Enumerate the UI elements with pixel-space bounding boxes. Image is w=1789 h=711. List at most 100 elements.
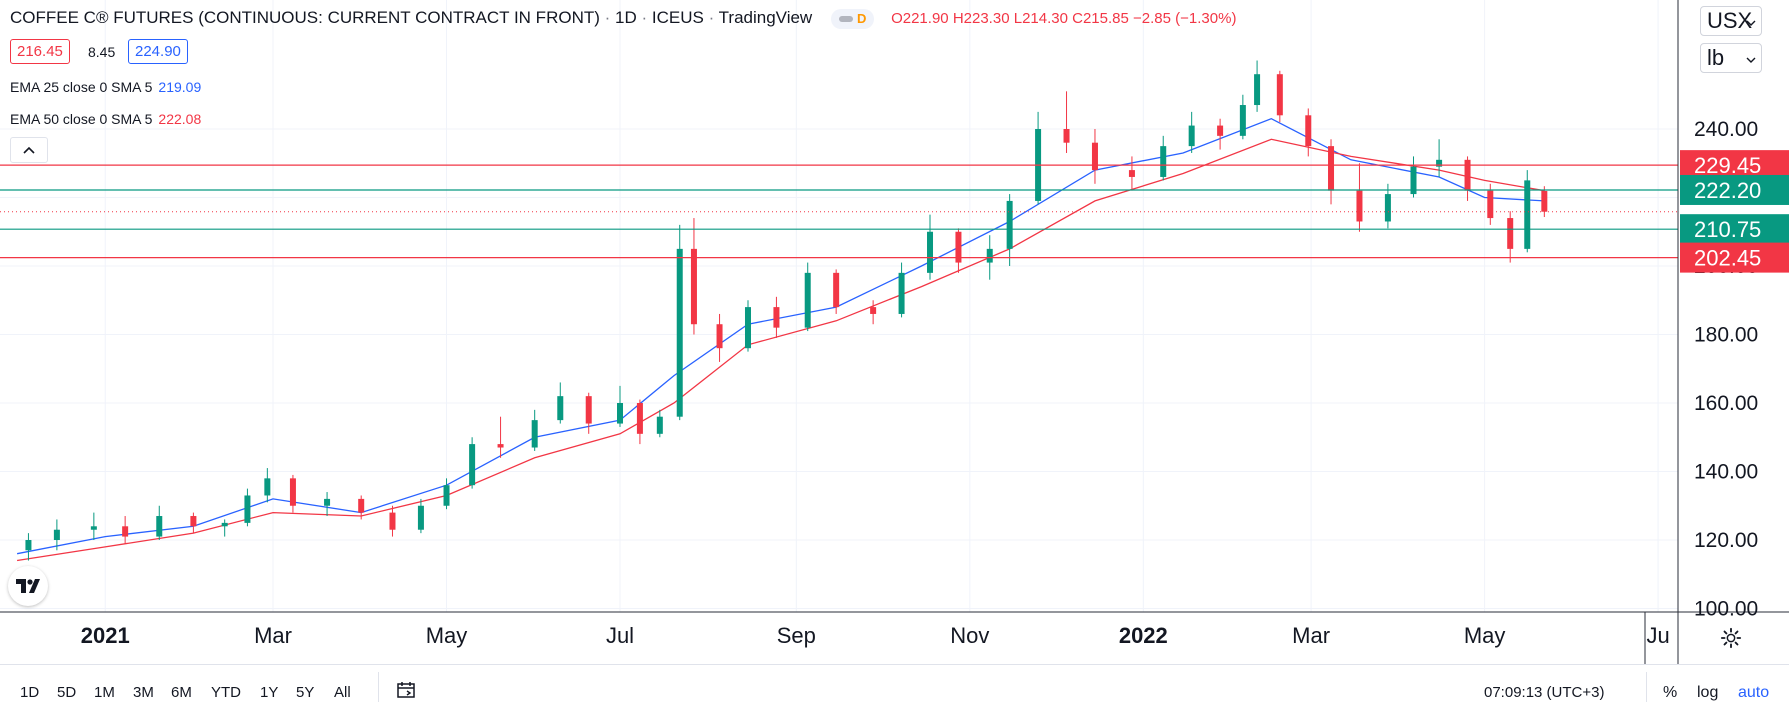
sell-price-button[interactable]: 216.45 <box>10 39 70 64</box>
timeframe-1y[interactable]: 1Y <box>260 684 279 701</box>
timeframe-ytd[interactable]: YTD <box>211 684 241 701</box>
candle-body <box>557 396 564 421</box>
candle-body <box>676 248 683 417</box>
change-value: −2.85 (−1.30%) <box>1133 10 1237 27</box>
candle-body <box>1507 218 1514 249</box>
candle-body <box>617 403 624 424</box>
market-closed-icon <box>838 15 853 22</box>
interval-label[interactable]: 1D <box>615 8 637 27</box>
candle-body <box>1436 159 1443 167</box>
level-price-label: 229.45 <box>1694 153 1761 178</box>
symbol-title[interactable]: COFFEE C® FUTURES (CONTINUOUS: CURRENT C… <box>10 8 600 27</box>
market-status-badge[interactable]: D <box>830 8 875 29</box>
auto-scale-toggle[interactable]: auto <box>1738 684 1770 701</box>
percent-scale-toggle[interactable]: % <box>1663 684 1678 701</box>
candle-body <box>1217 125 1224 136</box>
timeframe-5y[interactable]: 5Y <box>296 684 315 701</box>
candle-body <box>898 272 905 314</box>
log-scale-toggle[interactable]: log <box>1697 684 1719 701</box>
candle-body <box>1128 170 1135 177</box>
timeframe-all[interactable]: All <box>334 684 351 701</box>
collapse-legend-button[interactable] <box>10 137 48 163</box>
x-tick-label: Jul <box>606 623 634 648</box>
candle-body <box>324 498 331 506</box>
candle-body <box>955 231 962 263</box>
candle-body <box>156 516 163 537</box>
candle-body <box>1410 166 1417 195</box>
candle-body <box>1188 125 1195 147</box>
candle-body <box>497 444 504 448</box>
tradingview-logo-icon <box>16 579 40 593</box>
chevron-down-icon <box>1746 20 1756 26</box>
candle-body <box>1063 129 1070 143</box>
spread-value: 8.45 <box>88 44 116 60</box>
timeframe-5d[interactable]: 5D <box>57 684 77 701</box>
candle-body <box>1254 74 1261 106</box>
candle-body <box>443 485 450 506</box>
candle-body <box>53 529 60 540</box>
indicator-ema50[interactable]: EMA 50 close 0 SMA 5 222.08 <box>10 111 202 127</box>
candle-body <box>1160 146 1167 177</box>
candle-body <box>1328 146 1335 191</box>
candle-body <box>1541 190 1548 212</box>
candle-body <box>1239 105 1246 136</box>
timeframe-1m[interactable]: 1M <box>94 684 115 701</box>
timeframe-3m[interactable]: 3M <box>133 684 154 701</box>
toolbar-divider <box>1646 672 1647 702</box>
candle-body <box>90 526 97 530</box>
source-label: TradingView <box>718 8 813 27</box>
candle-body <box>1006 200 1013 249</box>
candle-body <box>804 272 811 328</box>
candle-body <box>1091 142 1098 171</box>
level-price-tag <box>1680 174 1789 205</box>
candle-body <box>656 416 663 434</box>
x-tick-label: Mar <box>1292 623 1330 648</box>
candle-body <box>1487 190 1494 219</box>
timeframe-1d[interactable]: 1D <box>20 684 40 701</box>
candle-body <box>221 522 228 527</box>
x-tick-label: 2021 <box>81 623 130 648</box>
candle-body <box>289 478 296 506</box>
candle-body <box>690 248 697 325</box>
settings-gear-icon[interactable] <box>1720 627 1742 649</box>
date-range-calendar-icon[interactable] <box>396 680 416 700</box>
candle-body <box>1384 194 1391 222</box>
candle-body <box>264 478 271 496</box>
candle-body <box>1464 159 1471 191</box>
candle-body <box>986 248 993 263</box>
ema50-line <box>17 138 1545 562</box>
x-tick-label: Sep <box>777 623 816 648</box>
candle-body <box>1276 74 1283 116</box>
candle-body <box>585 396 592 424</box>
y-tick-label: 100.00 <box>1694 598 1758 621</box>
y-tick-label: 160.00 <box>1694 392 1758 415</box>
candle-body <box>1305 115 1312 147</box>
level-price-label: 210.75 <box>1694 217 1761 242</box>
unit-select[interactable]: lb <box>1700 43 1762 73</box>
candle-body <box>1524 180 1531 249</box>
indicator-ema25[interactable]: EMA 25 close 0 SMA 5 219.09 <box>10 79 202 95</box>
chevron-up-icon <box>23 146 35 154</box>
buy-price-button[interactable]: 224.90 <box>128 39 188 64</box>
candle-body <box>389 512 396 530</box>
currency-select[interactable]: USX <box>1700 6 1762 36</box>
candle-body <box>744 307 751 349</box>
tradingview-logo[interactable] <box>8 566 48 606</box>
candle-body <box>531 420 538 448</box>
timeframe-6m[interactable]: 6M <box>171 684 192 701</box>
candle-body <box>716 324 723 349</box>
ohlc-values: O221.90 H223.30 L214.30 C215.85 −2.85 (−… <box>891 10 1237 27</box>
exchange-label: ICEUS <box>651 8 704 27</box>
delayed-badge: D <box>856 11 867 27</box>
x-tick-label: May <box>426 623 468 648</box>
candle-body <box>190 516 197 527</box>
candle-body <box>25 540 32 551</box>
candle-body <box>870 307 877 314</box>
y-tick-label: 240.00 <box>1694 118 1758 141</box>
toolbar-divider <box>378 672 379 702</box>
candle-body <box>417 505 424 530</box>
x-tick-label: 2022 <box>1119 623 1168 648</box>
clock-timezone[interactable]: 07:09:13 (UTC+3) <box>1484 684 1605 701</box>
level-price-tag <box>1680 242 1789 273</box>
